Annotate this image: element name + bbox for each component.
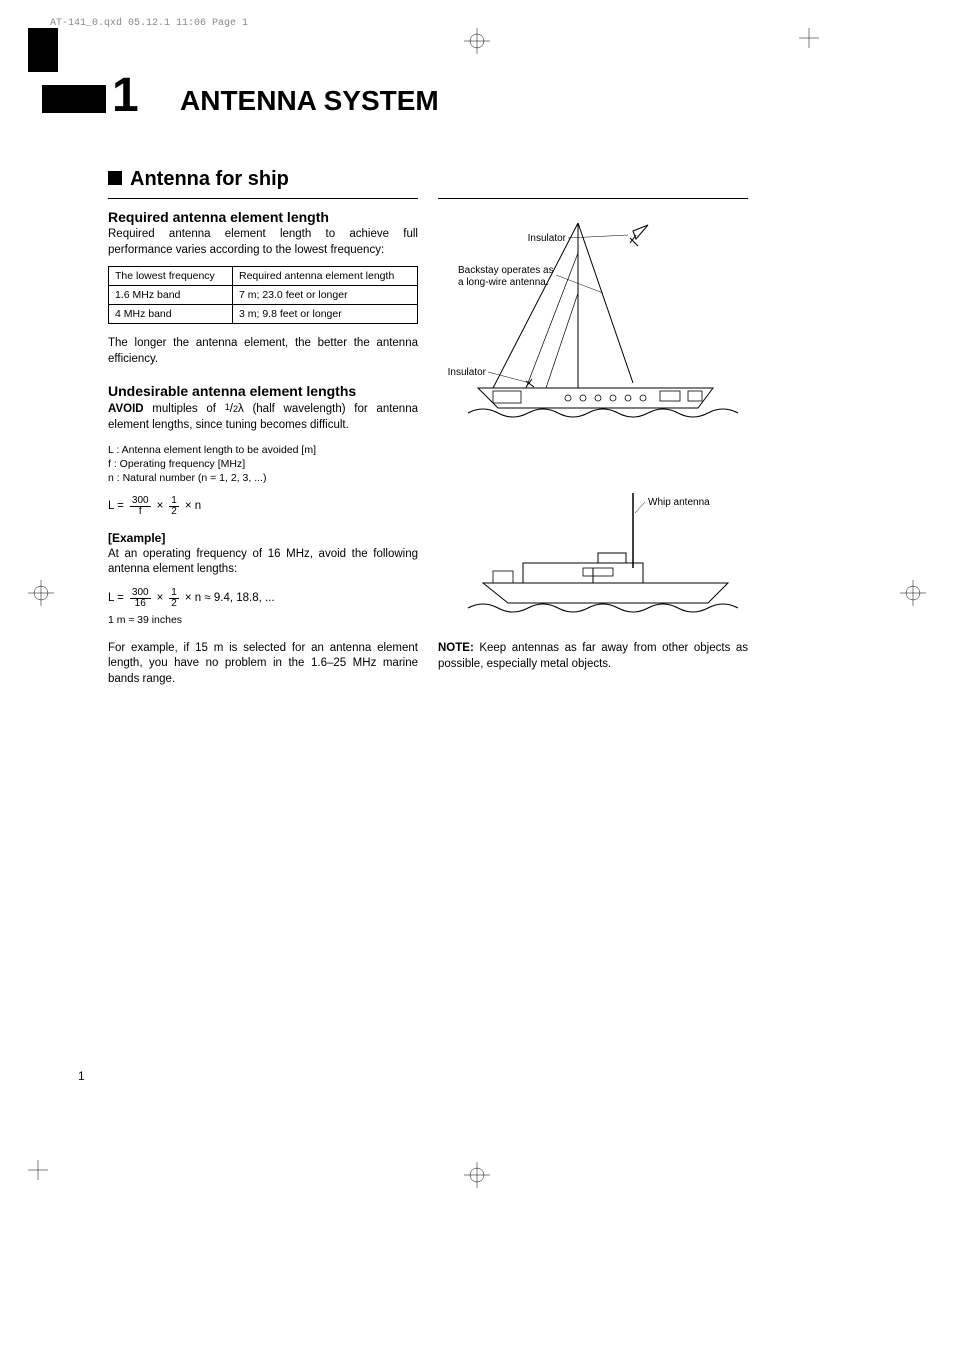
heading-undesirable: Undesirable antenna element lengths — [108, 383, 418, 399]
corner-black-box — [28, 28, 58, 72]
crop-mark-top-right — [799, 28, 819, 48]
label-insulator-bottom: Insulator — [448, 367, 487, 378]
crop-mark-bottom-left — [28, 1160, 48, 1185]
formula-tail: × n — [185, 500, 201, 512]
table-row: 1.6 MHz band 7 m; 23.0 feet or longer — [109, 286, 418, 305]
def-n: n : Natural number (n = 1, 2, 3, ...) — [108, 471, 418, 485]
para-avoid: AVOID multiples of 1/2λ (half wavelength… — [108, 401, 418, 433]
table-row: 4 MHz band 3 m; 9.8 feet or longer — [109, 305, 418, 324]
unit-conversion: 1 m ≈ 39 inches — [108, 613, 418, 627]
label-backstay-2: a long-wire antenna. — [458, 277, 549, 288]
fraction-icon: 30016 — [130, 588, 151, 609]
label-backstay-1: Backstay operates as — [458, 265, 554, 276]
formula-1: L = 300f × 12 × n — [108, 496, 418, 517]
label-insulator-top: Insulator — [528, 233, 567, 244]
formula-lead: L = — [108, 592, 124, 604]
label-whip: Whip antenna — [648, 497, 710, 508]
formula-lead: L = — [108, 500, 124, 512]
para-example: At an operating frequency of 16 MHz, avo… — [108, 547, 418, 578]
para-final: For example, if 15 m is selected for an … — [108, 641, 418, 688]
file-header: AT-141_0.qxd 05.12.1 11:06 Page 1 — [50, 18, 248, 29]
fraction-icon: 12 — [169, 588, 179, 609]
table-row: The lowest frequency Required antenna el… — [109, 267, 418, 286]
page-number: 1 — [78, 1069, 85, 1083]
section-title-text: Antenna for ship — [130, 168, 289, 190]
frequency-table: The lowest frequency Required antenna el… — [108, 266, 418, 324]
heading-example: [Example] — [108, 531, 418, 545]
table-header: The lowest frequency — [109, 267, 233, 286]
crop-mark-right — [900, 580, 926, 611]
chapter-black-bar — [42, 85, 106, 113]
formula-2: L = 30016 × 12 × n ≈ 9.4, 18.8, ... — [108, 588, 418, 609]
chapter-number: 1 — [112, 68, 139, 123]
table-cell: 7 m; 23.0 feet or longer — [233, 286, 418, 305]
crop-mark-bottom-center — [464, 1162, 490, 1188]
note-bold: NOTE: — [438, 642, 474, 654]
formula-tail: × n ≈ 9.4, 18.8, ... — [185, 592, 275, 604]
chapter-title: ANTENNA SYSTEM — [180, 85, 439, 117]
def-L: L : Antenna element length to be avoided… — [108, 443, 418, 457]
section-title: Antenna for ship — [108, 168, 289, 191]
table-cell: 4 MHz band — [109, 305, 233, 324]
ship-diagrams: Insulator Backstay operates as a long-wi… — [438, 203, 748, 633]
note-rest: Keep antennas as far away from other obj… — [438, 642, 748, 670]
square-bullet-icon — [108, 171, 122, 185]
crop-mark-top-center — [464, 28, 490, 54]
table-header: Required antenna element length — [233, 267, 418, 286]
fraction-icon: 300f — [130, 496, 151, 517]
para-required-length: Required antenna element length to achie… — [108, 227, 418, 258]
para-longer-better: The longer the antenna element, the bett… — [108, 336, 418, 367]
formula-op: × — [157, 500, 164, 512]
left-column: Required antenna element length Required… — [108, 198, 418, 687]
avoid-text-1: multiples of — [144, 403, 225, 415]
formula-op: × — [157, 592, 164, 604]
fraction-icon: 12 — [169, 496, 179, 517]
note-text: NOTE: Keep antennas as far away from oth… — [438, 641, 748, 672]
table-cell: 3 m; 9.8 feet or longer — [233, 305, 418, 324]
def-f: f : Operating frequency [MHz] — [108, 457, 418, 471]
heading-required-length: Required antenna element length — [108, 209, 418, 225]
avoid-bold: AVOID — [108, 403, 144, 415]
right-column: Insulator Backstay operates as a long-wi… — [438, 198, 748, 672]
table-cell: 1.6 MHz band — [109, 286, 233, 305]
crop-mark-left — [28, 580, 54, 611]
